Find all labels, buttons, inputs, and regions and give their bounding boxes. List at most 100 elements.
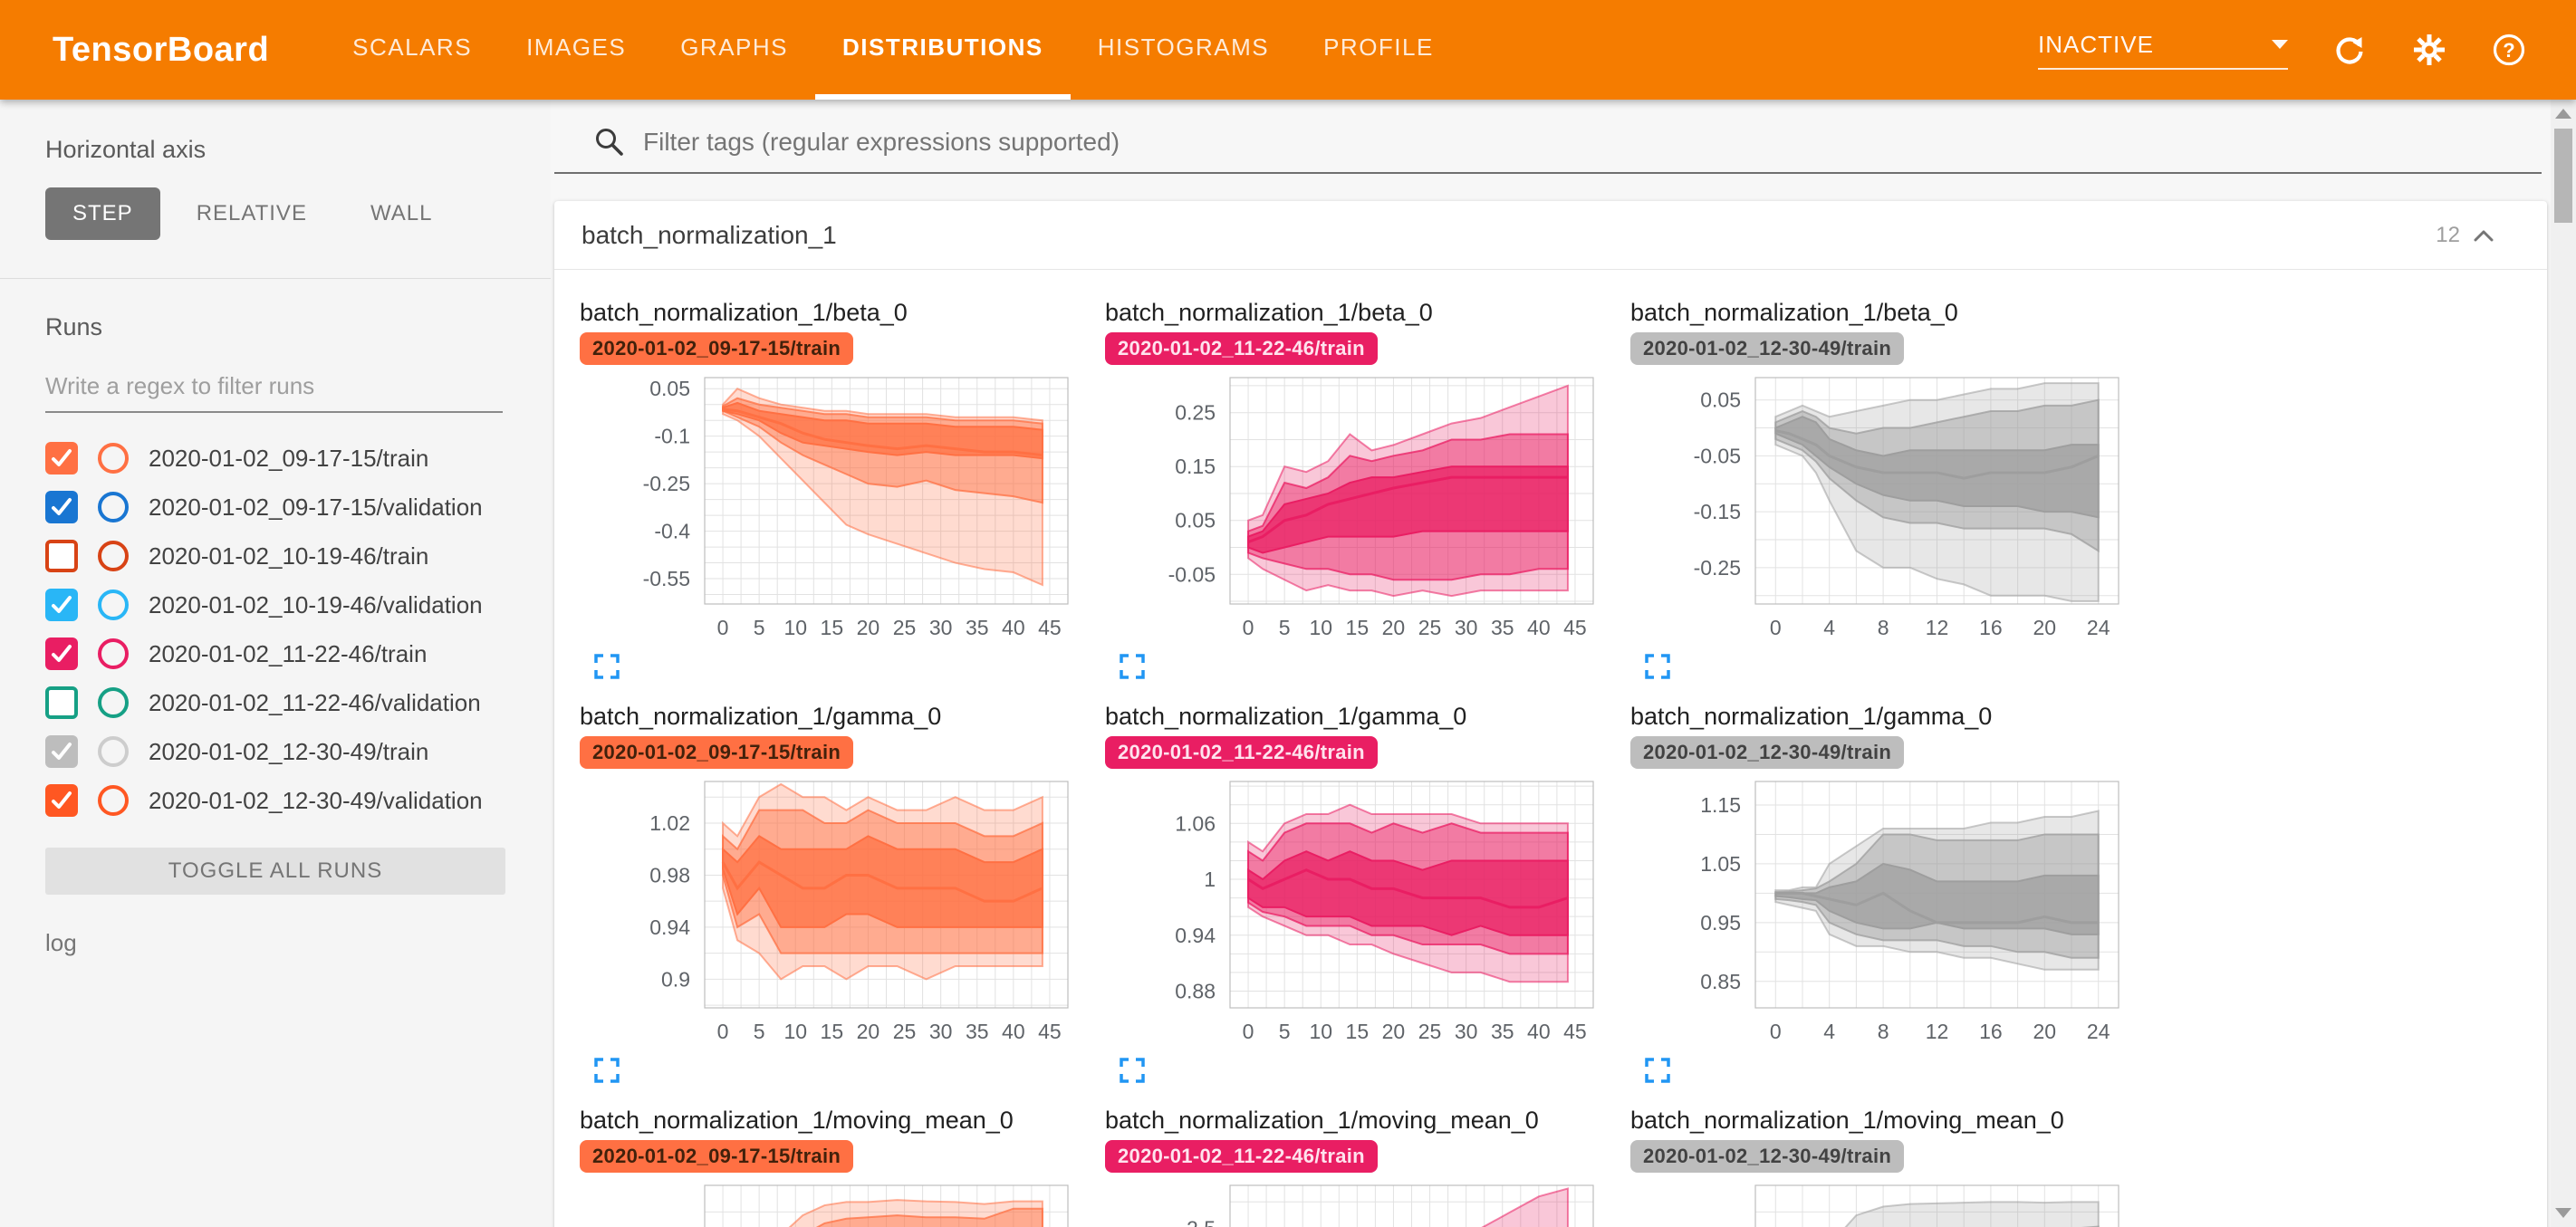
chevron-up-icon[interactable] — [2473, 228, 2494, 243]
svg-text:30: 30 — [1455, 616, 1478, 639]
svg-text:30: 30 — [929, 1020, 953, 1043]
scroll-up-icon[interactable] — [2555, 109, 2571, 119]
chart-title: batch_normalization_1/gamma_0 — [1630, 703, 1993, 730]
svg-text:0.05: 0.05 — [1175, 509, 1216, 532]
tab-images[interactable]: IMAGES — [526, 33, 627, 61]
svg-text:10: 10 — [783, 1020, 807, 1043]
run-name: 2020-01-02_12-30-49/train — [149, 737, 429, 765]
svg-text:10: 10 — [1309, 616, 1332, 639]
scroll-down-icon[interactable] — [2555, 1208, 2571, 1218]
svg-text:15: 15 — [821, 616, 844, 639]
vertical-scrollbar[interactable] — [2551, 100, 2576, 1227]
run-name: 2020-01-02_12-30-49/validation — [149, 786, 483, 814]
run-name: 2020-01-02_10-19-46/validation — [149, 590, 483, 618]
run-checkbox-checked[interactable] — [45, 442, 78, 475]
run-row[interactable]: 2020-01-02_10-19-46/validation — [45, 589, 505, 621]
svg-text:2.5: 2.5 — [1187, 1217, 1216, 1227]
run-checkbox-checked[interactable] — [45, 589, 78, 621]
distribution-chart[interactable]: 0 5 10 15 20 25 30 35 40 45 1.06 1 0.94 0.88 — [1105, 778, 1599, 1054]
run-row[interactable]: 2020-01-02_09-17-15/validation — [45, 491, 505, 523]
svg-text:20: 20 — [1382, 1020, 1406, 1043]
svg-text:12: 12 — [1926, 1020, 1949, 1043]
tag-filter-input[interactable] — [643, 128, 2542, 157]
run-checkbox-checked[interactable] — [45, 784, 78, 817]
svg-text:24: 24 — [2087, 616, 2110, 639]
run-checkbox-checked[interactable] — [45, 735, 78, 768]
tab-histograms[interactable]: HISTOGRAMS — [1097, 33, 1270, 61]
svg-text:-0.15: -0.15 — [1694, 500, 1741, 523]
distribution-chart[interactable]: 0510152025303540452.51.50.5 — [1105, 1182, 1599, 1227]
svg-text:-0.05: -0.05 — [1168, 562, 1216, 586]
svg-text:0.9: 0.9 — [661, 967, 690, 991]
svg-text:25: 25 — [893, 616, 917, 639]
svg-text:35: 35 — [966, 1020, 989, 1043]
tab-profile[interactable]: PROFILE — [1323, 33, 1434, 61]
help-icon[interactable]: ? — [2491, 32, 2527, 68]
main-content: batch_normalization_1 12 batch_normaliza… — [551, 100, 2551, 1227]
chart-tile: batch_normalization_1/moving_mean_0 2020-… — [1630, 1107, 2156, 1227]
chart-tile: batch_normalization_1/gamma_0 2020-01-02_… — [1105, 703, 1630, 1085]
svg-text:45: 45 — [1038, 616, 1062, 639]
axis-option-step[interactable]: STEP — [45, 187, 160, 240]
svg-text:0.85: 0.85 — [1700, 970, 1741, 993]
run-badge: 2020-01-02_12-30-49/train — [1630, 332, 1905, 365]
toggle-all-runs-button[interactable]: TOGGLE ALL RUNS — [45, 848, 505, 895]
tag-group-title: batch_normalization_1 — [582, 220, 837, 249]
fullscreen-expand-icon[interactable] — [1118, 652, 1147, 681]
run-badge: 2020-01-02_09-17-15/train — [580, 332, 854, 365]
svg-text:0.95: 0.95 — [1700, 911, 1741, 935]
run-row[interactable]: 2020-01-02_12-30-49/train — [45, 735, 505, 768]
distribution-chart[interactable]: 0 5 10 15 20 25 30 35 40 45 1.02 0.98 0.94 0.9 — [580, 778, 1073, 1054]
svg-text:5: 5 — [1279, 616, 1291, 639]
run-row[interactable]: 2020-01-02_09-17-15/train — [45, 442, 505, 475]
tab-scalars[interactable]: SCALARS — [352, 33, 473, 61]
fullscreen-expand-icon[interactable] — [1118, 1056, 1147, 1085]
run-filter-input[interactable] — [45, 369, 503, 413]
run-checkbox-unchecked[interactable] — [45, 686, 78, 719]
fullscreen-expand-icon[interactable] — [592, 1056, 621, 1085]
nav-tabs: SCALARS IMAGES GRAPHS DISTRIBUTIONS HISTOGRA… — [325, 0, 1461, 100]
run-color-circle — [98, 590, 129, 620]
caret-down-icon — [2272, 40, 2288, 49]
svg-text:16: 16 — [1979, 1020, 2003, 1043]
chart-tile: batch_normalization_1/gamma_0 2020-01-02_… — [1630, 703, 2156, 1085]
distribution-chart[interactable]: 0 4 8 12 16 20 24 0.05 -0.05 -0.15 -0.25 — [1630, 374, 2124, 650]
scrollbar-thumb[interactable] — [2554, 129, 2572, 223]
status-label: INACTIVE — [2038, 30, 2154, 58]
run-badge: 2020-01-02_11-22-46/train — [1105, 332, 1378, 365]
run-row[interactable]: 2020-01-02_10-19-46/train — [45, 540, 505, 572]
svg-text:45: 45 — [1563, 1020, 1587, 1043]
run-checkbox-unchecked[interactable] — [45, 540, 78, 572]
tab-distributions[interactable]: DISTRIBUTIONS — [815, 0, 1071, 100]
axis-option-relative[interactable]: RELATIVE — [169, 187, 334, 240]
distribution-chart[interactable]: 0 5 10 15 20 25 30 35 40 45 0.25 0.15 0.05 -0.05 — [1105, 374, 1599, 650]
svg-text:1: 1 — [1204, 868, 1216, 891]
tag-group-header[interactable]: batch_normalization_1 12 — [554, 201, 2547, 270]
svg-text:8: 8 — [1878, 616, 1889, 639]
svg-text:10: 10 — [783, 616, 807, 639]
distribution-chart[interactable]: 0 5 10 15 20 25 30 35 40 45 0.05 -0.1 -0.25 -0.4 -0.55 — [580, 374, 1073, 650]
run-name: 2020-01-02_09-17-15/validation — [149, 493, 483, 521]
svg-text:0.98: 0.98 — [649, 863, 690, 887]
svg-text:-0.25: -0.25 — [643, 472, 690, 495]
run-checkbox-checked[interactable] — [45, 637, 78, 670]
fullscreen-expand-icon[interactable] — [1643, 1056, 1672, 1085]
fullscreen-expand-icon[interactable] — [1643, 652, 1672, 681]
settings-gear-icon[interactable] — [2411, 32, 2447, 68]
svg-text:20: 20 — [857, 1020, 880, 1043]
axis-option-wall[interactable]: WALL — [343, 187, 459, 240]
tab-graphs[interactable]: GRAPHS — [680, 33, 789, 61]
run-row[interactable]: 2020-01-02_11-22-46/train — [45, 637, 505, 670]
run-checkbox-checked[interactable] — [45, 491, 78, 523]
refresh-icon[interactable] — [2331, 32, 2368, 68]
run-badge: 2020-01-02_11-22-46/train — [1105, 736, 1378, 769]
status-dropdown[interactable]: INACTIVE — [2038, 31, 2288, 70]
run-row[interactable]: 2020-01-02_12-30-49/validation — [45, 784, 505, 817]
run-row[interactable]: 2020-01-02_11-22-46/validation — [45, 686, 505, 719]
fullscreen-expand-icon[interactable] — [592, 652, 621, 681]
chart-title: batch_normalization_1/moving_mean_0 — [1630, 1107, 2064, 1134]
distribution-chart[interactable]: 0 4 8 12 16 20 24 1.15 1.05 0.95 0.85 — [1630, 778, 2124, 1054]
tag-group-count: 12 — [2436, 222, 2460, 247]
